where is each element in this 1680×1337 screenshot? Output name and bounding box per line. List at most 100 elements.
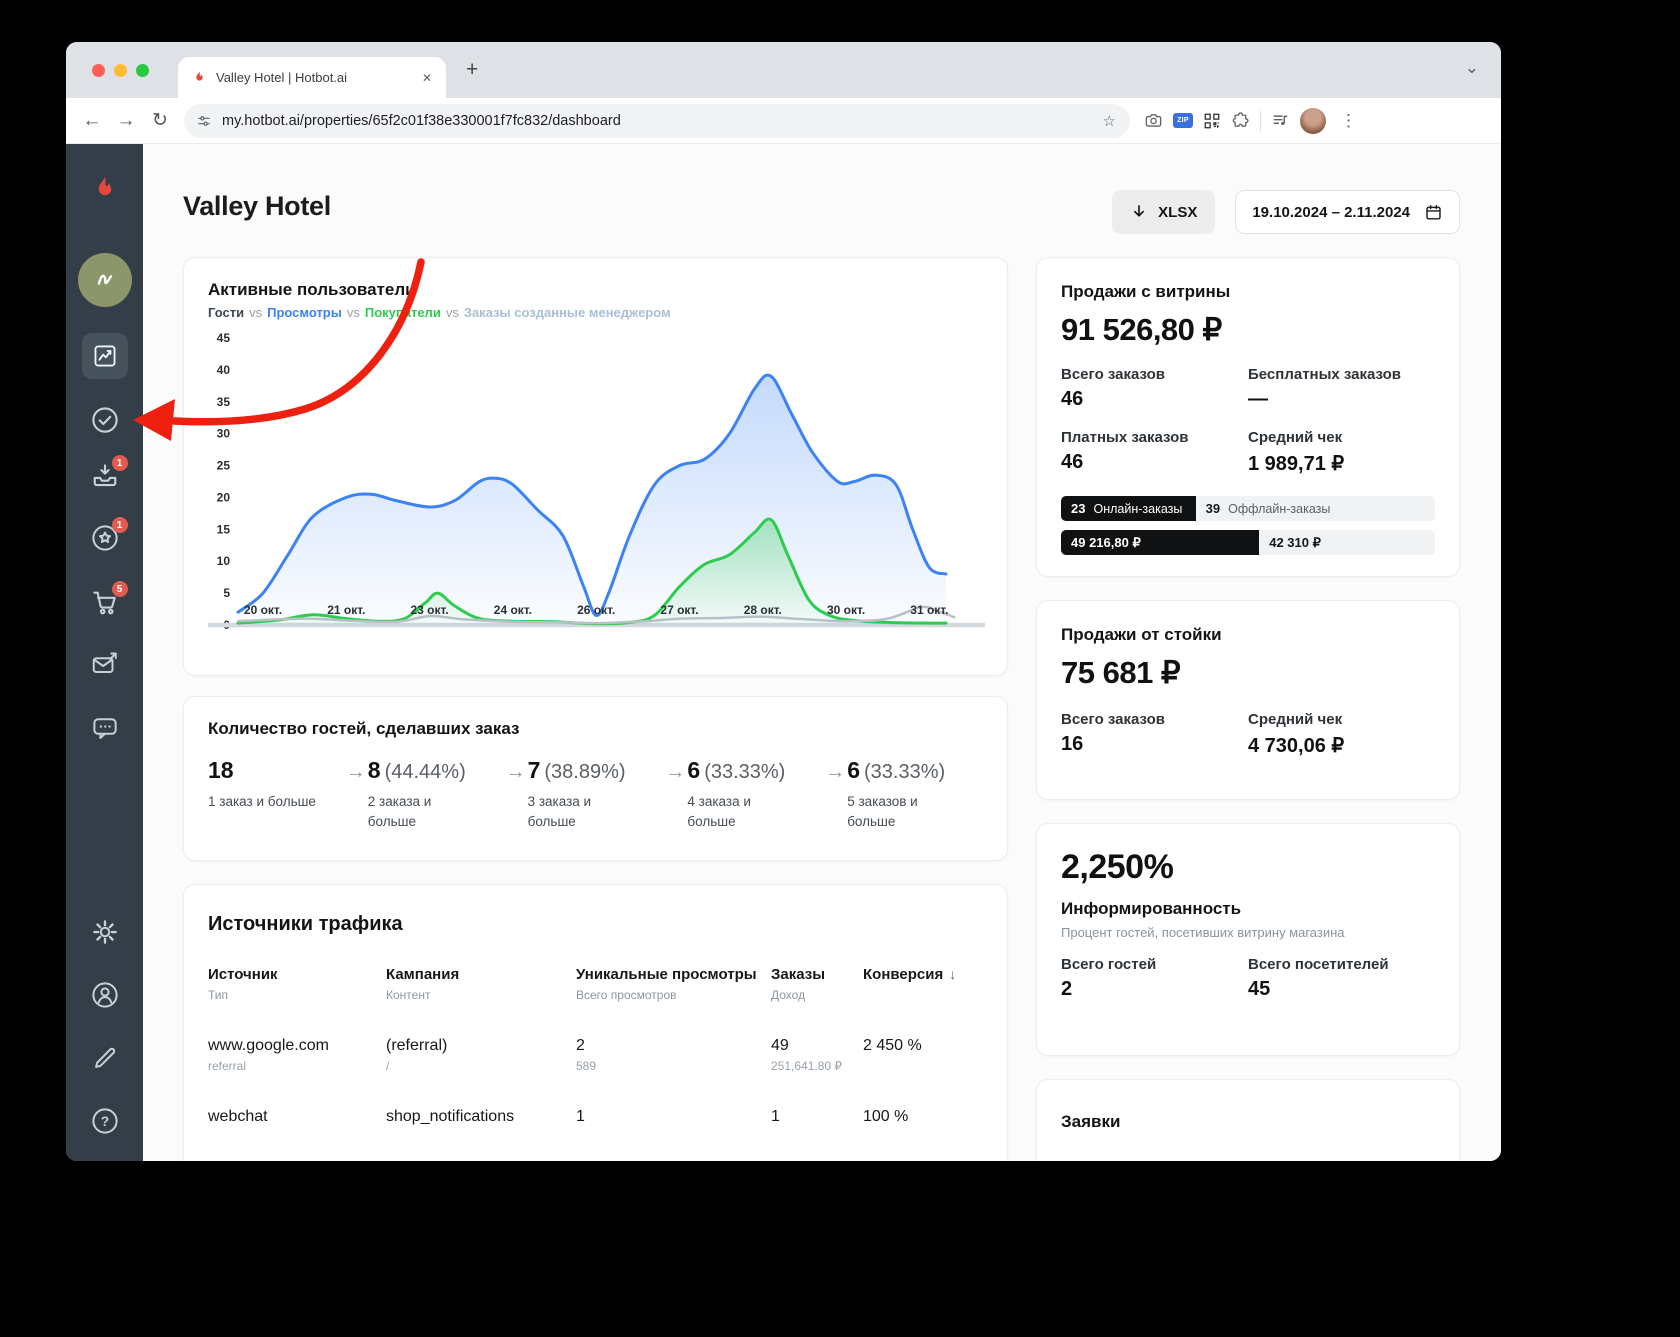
requests-card: Заявки: [1036, 1079, 1460, 1161]
xlsx-label: XLSX: [1158, 203, 1198, 221]
sidebar-item-mailing[interactable]: [90, 649, 120, 679]
svg-text:26 окт.: 26 окт.: [577, 603, 615, 617]
sidebar-item-orders[interactable]: 5: [90, 581, 128, 617]
app-sidebar: 1 1 5: [66, 144, 143, 1161]
guests-funnel-card: Количество гостей, сделавших заказ 18 1 з…: [183, 696, 1008, 861]
offline-orders-segment: 39 Оффлайн-заказы: [1195, 496, 1435, 521]
funnel-arrow-icon: →: [825, 761, 846, 783]
active-users-title: Активные пользователи: [208, 280, 416, 299]
table-row: www.google.com referral (referral)/ 2 589 …: [208, 1037, 983, 1074]
browser-menu-kebab-icon[interactable]: ⋮: [1340, 110, 1357, 130]
inbox-download-icon: [93, 464, 116, 487]
legend-views: Просмотры: [267, 305, 342, 320]
minimize-window-button[interactable]: [114, 64, 127, 77]
sidebar-item-dashboard[interactable]: [81, 333, 128, 379]
sort-desc-icon[interactable]: ↓: [949, 966, 957, 982]
media-queue-icon[interactable]: [1271, 111, 1290, 130]
stat-block: Платных заказов 46: [1061, 429, 1189, 473]
dashboard-main: Valley Hotel XLSX 19.10.2024 – 2.11.2024…: [143, 144, 1501, 1161]
sidebar-item-inbox[interactable]: 1: [90, 455, 128, 491]
sidebar-item-editor[interactable]: [90, 1043, 120, 1073]
awareness-title: Информированность: [1061, 899, 1242, 918]
guests-stat: 18 1 заказ и больше: [208, 757, 344, 812]
gear-icon: [92, 920, 117, 944]
showcase-title: Продажи с витрины: [1061, 282, 1231, 301]
orders-badge: 5: [111, 581, 128, 597]
sidebar-item-profile[interactable]: [90, 980, 120, 1010]
envelope-send-icon: [92, 652, 117, 674]
page-title: Valley Hotel: [183, 191, 331, 221]
zoom-window-button[interactable]: [136, 64, 149, 77]
orders-split-bars: 23 Онлайн-заказы 39 Оффлайн-заказы 49 216,…: [1061, 496, 1435, 555]
awareness-value: 2,250%: [1061, 848, 1174, 886]
svg-text:30 окт.: 30 окт.: [827, 603, 865, 617]
svg-text:45: 45: [217, 331, 231, 345]
guests-stats: 18 1 заказ и больше → 8 (44.44%) 2 заказа и…: [208, 757, 983, 833]
svg-text:35: 35: [217, 395, 231, 409]
tab-close-icon[interactable]: ✕: [421, 70, 432, 85]
legend-vs: vs: [346, 305, 360, 320]
property-avatar[interactable]: [77, 253, 132, 307]
profile-avatar[interactable]: [1300, 107, 1326, 134]
cell-conversion: 100 %: [863, 1107, 909, 1125]
pencil-icon: [94, 1047, 115, 1068]
download-arrow-icon: [1134, 205, 1145, 217]
guests-title: Количество гостей, сделавших заказ: [208, 719, 520, 738]
forward-button[interactable]: →: [116, 109, 136, 131]
tab-strip: Valley Hotel | Hotbot.ai ✕ + ⌄: [66, 42, 1501, 98]
reload-button[interactable]: ↻: [152, 110, 168, 131]
svg-text:25: 25: [217, 459, 231, 473]
stat-pct: (44.44%): [384, 761, 466, 783]
online-orders-segment: 23 Онлайн-заказы: [1061, 496, 1196, 521]
sidebar-item-rewards[interactable]: 1: [90, 517, 128, 553]
cell-conversion: 2 450 %: [863, 1036, 922, 1054]
rewards-badge: 1: [111, 517, 128, 533]
col-campaign: Кампания Контент: [386, 966, 460, 1002]
sidebar-item-tasks[interactable]: [90, 405, 120, 435]
stat-value: 18: [208, 757, 234, 783]
col-conversion[interactable]: Конверсия ↓: [863, 966, 957, 983]
address-bar[interactable]: my.hotbot.ai/properties/65f2c01f38e33000…: [184, 103, 1130, 138]
stat-block: Всего гостей 2: [1061, 956, 1157, 1000]
bookmark-star-icon[interactable]: ☆: [1102, 112, 1116, 130]
tab-search-chevron-icon[interactable]: ⌄: [1464, 58, 1479, 77]
awareness-card: 2,250% Информированность Процент гостей,…: [1036, 823, 1460, 1056]
toolbar-extensions: ZIP ⋮: [1144, 107, 1361, 134]
date-range-picker[interactable]: 19.10.2024 – 2.11.2024: [1235, 190, 1460, 234]
cell-views: 1: [576, 1107, 585, 1125]
stat-block: Бесплатных заказов —: [1248, 366, 1402, 410]
chat-bubble-icon: [92, 718, 117, 739]
sidebar-item-chats[interactable]: [90, 713, 120, 743]
traffic-title: Источники трафика: [208, 913, 403, 935]
svg-text:5: 5: [223, 586, 230, 600]
new-tab-button[interactable]: +: [466, 58, 479, 81]
guests-stat: 6 (33.33%) 5 заказов и больше: [847, 757, 983, 833]
browser-tab[interactable]: Valley Hotel | Hotbot.ai ✕: [178, 57, 446, 98]
stat-block: Всего посетителей 45: [1248, 956, 1389, 1000]
traffic-sources-card: Источники трафика Источник Тип Кампания Ко…: [183, 884, 1008, 1161]
extensions-puzzle-icon[interactable]: [1231, 111, 1250, 130]
cell-campaign: shop_notifications: [386, 1107, 515, 1125]
sidebar-item-settings[interactable]: [90, 917, 120, 947]
hotbot-logo-icon[interactable]: [90, 174, 120, 204]
site-settings-icon[interactable]: [196, 113, 212, 129]
url-text[interactable]: my.hotbot.ai/properties/65f2c01f38e33000…: [222, 112, 621, 129]
close-window-button[interactable]: [92, 64, 105, 77]
stat-label: 1 заказ и больше: [208, 794, 316, 809]
col-orders: Заказы Доход: [771, 966, 826, 1002]
back-button[interactable]: ←: [82, 109, 102, 131]
offline-revenue-segment: 42 310 ₽: [1259, 530, 1435, 555]
sidebar-item-help[interactable]: ?: [90, 1106, 120, 1136]
orders-count-bar: 23 Онлайн-заказы 39 Оффлайн-заказы: [1061, 496, 1435, 521]
funnel-arrow-icon: →: [505, 761, 526, 783]
qr-extension-icon[interactable]: [1203, 112, 1221, 130]
export-xlsx-button[interactable]: XLSX: [1112, 190, 1216, 234]
stat-value: 8: [367, 757, 381, 783]
screenshot-camera-icon[interactable]: [1144, 111, 1163, 130]
zip-extension-icon[interactable]: ZIP: [1173, 113, 1193, 128]
svg-text:40: 40: [217, 363, 231, 377]
stat-value: 7: [527, 757, 541, 783]
chart-legend: Гости vs Просмотры vs Покупатели vs Заказы соз…: [208, 305, 983, 320]
browser-toolbar: ← → ↻ my.hotbot.ai/properties/65f2c01f38…: [66, 98, 1501, 144]
cell-orders: 49: [771, 1036, 789, 1054]
